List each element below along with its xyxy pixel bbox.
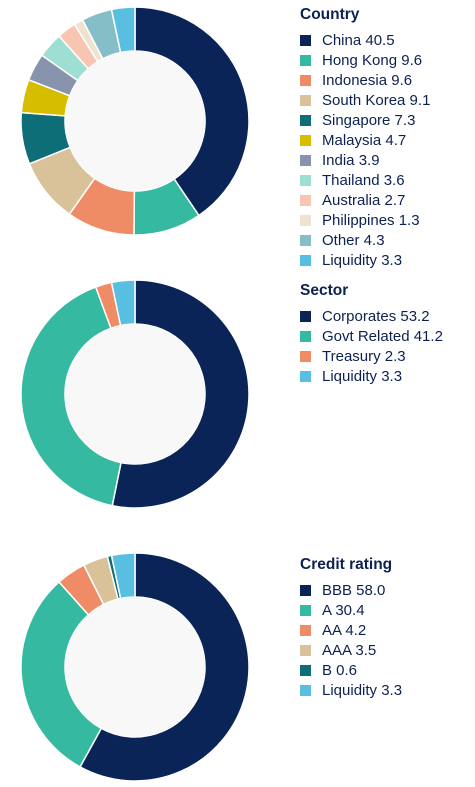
- country-legend-item-malaysia: Malaysia 4.7: [300, 130, 430, 150]
- country-legend-item-liquidity: Liquidity 3.3: [300, 250, 430, 270]
- country-legend-title: Country: [300, 6, 360, 23]
- credit-rating-legend-item-b: B 0.6: [300, 660, 402, 680]
- sector-legend-title: Sector: [300, 282, 349, 299]
- sector-legend-item-treasury: Treasury 2.3: [300, 346, 443, 366]
- credit-rating-legend-item-a: A 30.4: [300, 600, 402, 620]
- legend-swatch: [300, 664, 311, 676]
- credit-rating-slice-bbb: [79, 552, 250, 782]
- legend-swatch: [300, 54, 311, 66]
- legend-label: BBB 58.0: [322, 581, 386, 599]
- legend-swatch: [300, 74, 311, 86]
- credit-rating-legend-title: Credit rating: [300, 556, 393, 573]
- legend-swatch: [300, 194, 311, 206]
- legend-swatch: [300, 644, 311, 656]
- sector-legend-item-corporates: Corporates 53.2: [300, 306, 443, 326]
- legend-label: AA 4.2: [322, 621, 367, 639]
- legend-swatch: [300, 34, 311, 46]
- credit-rating-legend: Credit rating BBB 58.0 A 30.4 AA 4.2 AAA 3.…: [300, 556, 402, 700]
- legend-swatch: [300, 134, 311, 146]
- legend-swatch: [300, 604, 311, 616]
- legend-label: Liquidity 3.3: [322, 367, 403, 385]
- credit-rating-legend-item-aa: AA 4.2: [300, 620, 402, 640]
- sector-donut-hole: [65, 324, 205, 464]
- credit-rating-donut-hole: [65, 597, 205, 737]
- sector-legend: Sector Corporates 53.2 Govt Related 41.2 T…: [300, 282, 443, 386]
- legend-swatch: [300, 174, 311, 186]
- legend-swatch: [300, 350, 311, 362]
- sector-legend-item-liquidity: Liquidity 3.3: [300, 366, 443, 386]
- legend-swatch: [300, 370, 311, 382]
- country-legend-item-philippines: Philippines 1.3: [300, 210, 430, 230]
- legend-label: Govt Related 41.2: [322, 327, 443, 345]
- legend-swatch: [300, 330, 311, 342]
- legend-swatch: [300, 154, 311, 166]
- sector-slice-govt-related: [20, 286, 122, 507]
- credit-rating-legend-item-liquidity: Liquidity 3.3: [300, 680, 402, 700]
- legend-label: Liquidity 3.3: [322, 681, 403, 699]
- legend-label: Corporates 53.2: [322, 307, 430, 325]
- legend-swatch: [300, 254, 311, 266]
- legend-label: Philippines 1.3: [322, 211, 420, 229]
- credit-rating-donut-chart: [20, 552, 250, 782]
- country-legend-item-singapore: Singapore 7.3: [300, 110, 430, 130]
- legend-label: Thailand 3.6: [322, 171, 405, 189]
- legend-swatch: [300, 624, 311, 636]
- legend-label: Indonesia 9.6: [322, 71, 413, 89]
- country-legend-item-south-korea: South Korea 9.1: [300, 90, 430, 110]
- country-legend: Country China 40.5 Hong Kong 9.6 Indonesia…: [300, 6, 430, 270]
- legend-label: Treasury 2.3: [322, 347, 406, 365]
- country-legend-item-india: India 3.9: [300, 150, 430, 170]
- country-legend-item-indonesia: Indonesia 9.6: [300, 70, 430, 90]
- legend-label: Malaysia 4.7: [322, 131, 407, 149]
- legend-swatch: [300, 114, 311, 126]
- country-legend-item-thailand: Thailand 3.6: [300, 170, 430, 190]
- country-legend-item-australia: Australia 2.7: [300, 190, 430, 210]
- legend-swatch: [300, 94, 311, 106]
- country-donut-chart: [20, 6, 250, 236]
- sector-legend-item-govt-related: Govt Related 41.2: [300, 326, 443, 346]
- credit-rating-legend-item-bbb: BBB 58.0: [300, 580, 402, 600]
- credit-rating-legend-item-aaa: AAA 3.5: [300, 640, 402, 660]
- legend-label: Australia 2.7: [322, 191, 406, 209]
- legend-swatch: [300, 684, 311, 696]
- country-legend-item-other: Other 4.3: [300, 230, 430, 250]
- legend-swatch: [300, 214, 311, 226]
- legend-label: B 0.6: [322, 661, 358, 679]
- country-legend-item-hong-kong: Hong Kong 9.6: [300, 50, 430, 70]
- legend-label: Singapore 7.3: [322, 111, 416, 129]
- legend-label: Hong Kong 9.6: [322, 51, 423, 69]
- legend-label: A 30.4: [322, 601, 365, 619]
- legend-label: AAA 3.5: [322, 641, 377, 659]
- legend-swatch: [300, 310, 311, 322]
- legend-label: Other 4.3: [322, 231, 385, 249]
- legend-swatch: [300, 234, 311, 246]
- sector-donut-chart: [20, 279, 250, 509]
- legend-swatch: [300, 584, 311, 596]
- legend-label: India 3.9: [322, 151, 380, 169]
- legend-label: Liquidity 3.3: [322, 251, 403, 269]
- country-donut-hole: [65, 51, 205, 191]
- country-legend-item-china: China 40.5: [300, 30, 430, 50]
- legend-label: South Korea 9.1: [322, 91, 431, 109]
- legend-label: China 40.5: [322, 31, 395, 49]
